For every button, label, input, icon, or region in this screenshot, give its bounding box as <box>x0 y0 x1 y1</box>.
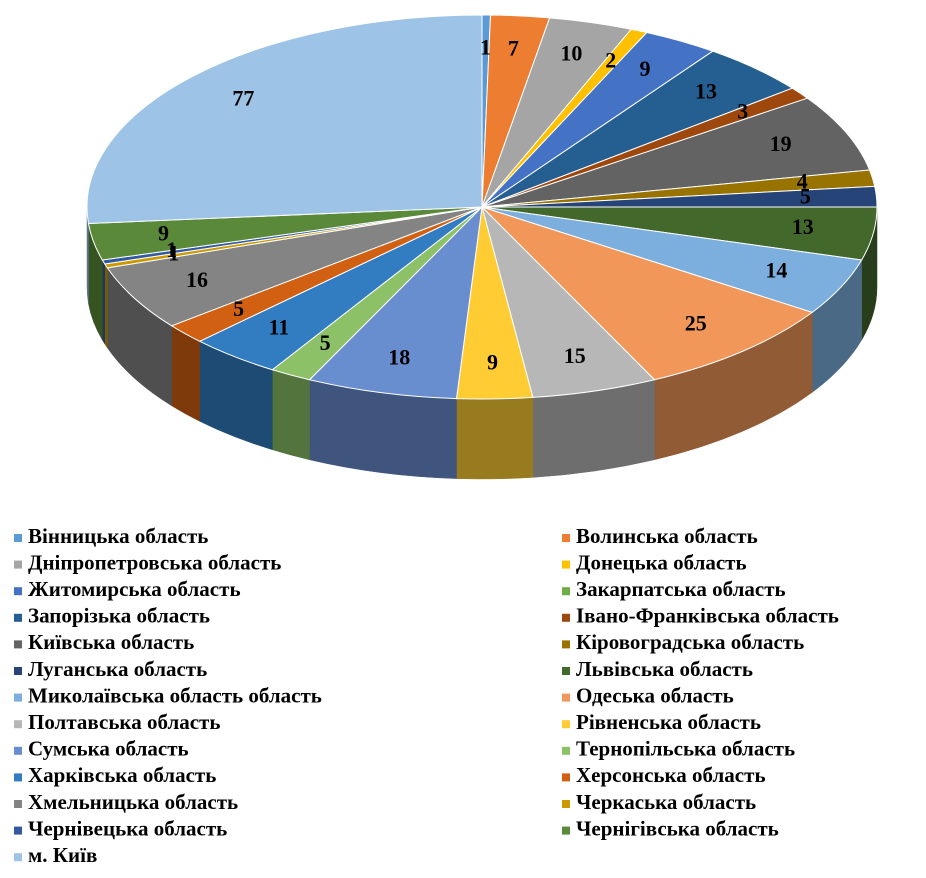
slice-side <box>272 369 310 461</box>
data-label: 7 <box>508 35 519 60</box>
legend-marker <box>14 587 22 596</box>
data-label: 25 <box>685 310 707 335</box>
legend-marker <box>14 613 22 622</box>
legend-label: Чернігівська область <box>576 816 779 840</box>
data-label: 9 <box>158 221 169 246</box>
legend-label: Дніпропетровська область <box>28 550 281 574</box>
data-label: 1 <box>166 237 177 262</box>
legend-marker <box>14 773 22 782</box>
slice <box>481 97 871 208</box>
legend-marker <box>14 826 22 835</box>
slice-side <box>102 259 106 345</box>
data-label: 4 <box>797 168 808 193</box>
legend-label: Вінницька область <box>28 524 208 548</box>
legend-label: Черкаська область <box>576 790 756 814</box>
legend-marker <box>562 640 570 649</box>
legend-marker <box>562 587 570 596</box>
data-label: 2 <box>605 48 616 73</box>
data-label: 18 <box>388 344 410 369</box>
legend-label: Волинська область <box>576 524 758 548</box>
legend-marker <box>562 746 570 755</box>
legend-marker <box>14 800 22 808</box>
data-label: 13 <box>792 214 814 239</box>
legend-label: Сумська область <box>28 737 189 761</box>
data-label: 5 <box>233 296 244 321</box>
legend-marker <box>14 693 22 702</box>
legend-marker <box>14 853 22 862</box>
data-label: 1 <box>168 240 179 265</box>
data-label: 13 <box>695 78 717 103</box>
data-label: 9 <box>639 56 650 81</box>
data-label: 3 <box>737 99 748 124</box>
data-label: 11 <box>268 315 289 340</box>
legend-label: Чернівецька область <box>28 816 227 840</box>
slice-side <box>171 325 200 422</box>
legend-marker <box>562 534 570 542</box>
legend-label: Миколаївська область область <box>28 683 322 707</box>
legend-label: Полтавська область <box>28 710 220 734</box>
legend-marker <box>14 720 22 729</box>
legend-label: Рівненська область <box>576 710 761 734</box>
slice <box>308 205 483 400</box>
legend-marker <box>562 800 570 808</box>
slice <box>86 14 483 225</box>
data-label: 5 <box>800 184 811 209</box>
slice <box>481 206 814 381</box>
legend-label: Київська область <box>28 630 194 654</box>
legend-label: Івано-Франківська область <box>576 604 839 628</box>
legend-marker <box>562 826 570 835</box>
legend-marker <box>14 560 22 569</box>
legend-marker <box>562 693 570 702</box>
data-label: 16 <box>186 267 208 292</box>
legend-marker <box>562 560 570 569</box>
legend-marker <box>14 534 22 542</box>
data-label: 77 <box>232 86 254 111</box>
legend-marker <box>562 667 570 675</box>
legend-label: Житомирська область <box>28 577 241 601</box>
legend-label: Тернопільська область <box>576 737 795 761</box>
data-label: 19 <box>770 131 792 156</box>
legend-marker <box>14 640 22 649</box>
legend-label: Львівська область <box>576 657 753 681</box>
data-label: 5 <box>320 330 331 355</box>
legend-label: Одеська область <box>576 683 734 707</box>
legend-label: м. Київ <box>28 843 97 867</box>
slice <box>106 206 483 327</box>
slice-side <box>104 263 108 349</box>
legend-label: Кіровоградська область <box>576 630 804 654</box>
legend-marker <box>562 613 570 622</box>
data-label: 9 <box>487 349 498 374</box>
legend-label: Запорізька область <box>28 604 210 628</box>
legend-label: Харківська область <box>28 763 216 787</box>
data-label: 10 <box>560 41 582 66</box>
legend-label: Закарпатська область <box>576 577 786 601</box>
legend-label: Херсонська область <box>576 763 766 787</box>
data-label: 14 <box>765 258 787 283</box>
legend-label: Хмельницька область <box>28 790 238 814</box>
data-label: 1 <box>480 35 491 60</box>
data-label: 15 <box>564 343 586 368</box>
legend-label: Луганська область <box>28 657 207 681</box>
legend-marker <box>14 667 22 675</box>
slice-side <box>456 397 534 480</box>
legend-label: Донецька область <box>576 550 747 574</box>
legend-marker <box>14 746 22 755</box>
legend-marker <box>562 773 570 782</box>
legend-marker <box>562 720 570 729</box>
